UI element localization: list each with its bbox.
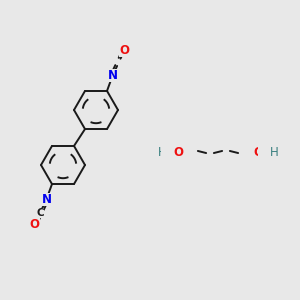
Text: N: N <box>41 193 52 206</box>
Text: O: O <box>119 44 129 57</box>
Text: C: C <box>36 208 44 218</box>
Text: O: O <box>253 146 263 158</box>
Text: O: O <box>30 218 40 231</box>
Text: O: O <box>173 146 183 158</box>
Text: H: H <box>270 146 278 158</box>
Text: N: N <box>107 69 118 82</box>
Text: H: H <box>158 146 166 158</box>
